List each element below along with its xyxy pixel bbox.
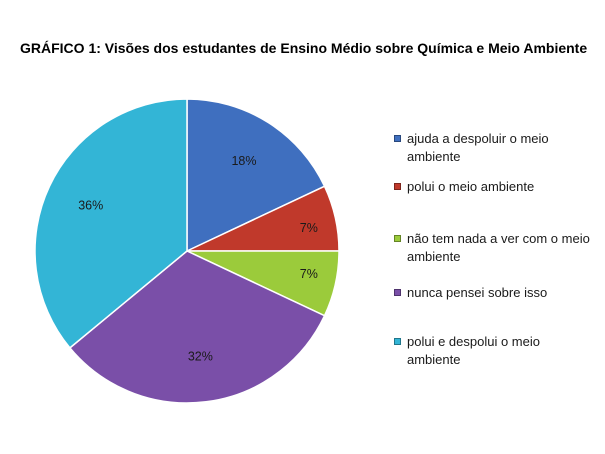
legend-item-polui-despolui: polui e despolui o meio ambiente — [394, 333, 597, 369]
slice-nunca — [68, 250, 326, 404]
legend-swatch — [394, 235, 401, 242]
slice-polui-despolui — [34, 98, 188, 349]
slice-ajuda — [186, 98, 326, 253]
data-label: 7% — [300, 267, 318, 281]
legend-label: não tem nada a ver com o meio ambiente — [407, 231, 590, 264]
legend-label: polui o meio ambiente — [407, 179, 535, 194]
legend-swatch — [394, 183, 401, 190]
legend-item-nunca: nunca pensei sobre isso — [394, 284, 597, 302]
legend-label: polui e despolui o meio ambiente — [407, 334, 540, 367]
legend-swatch — [394, 135, 401, 142]
legend-label: ajuda a despoluir o meio ambiente — [407, 131, 549, 164]
data-label: 18% — [231, 154, 256, 168]
legend-swatch — [394, 289, 401, 296]
legend-item-nada: não tem nada a ver com o meio ambiente — [394, 230, 597, 266]
legend-item-polui: polui o meio ambiente — [394, 178, 597, 196]
data-label: 7% — [300, 221, 318, 235]
chart-title: GRÁFICO 1: Visões dos estudantes de Ensi… — [20, 40, 588, 56]
data-label: 36% — [78, 199, 103, 213]
legend-label: nunca pensei sobre isso — [407, 285, 548, 300]
legend-item-ajuda: ajuda a despoluir o meio ambiente — [394, 130, 597, 166]
legend-swatch — [394, 338, 401, 345]
data-label: 32% — [188, 350, 213, 364]
